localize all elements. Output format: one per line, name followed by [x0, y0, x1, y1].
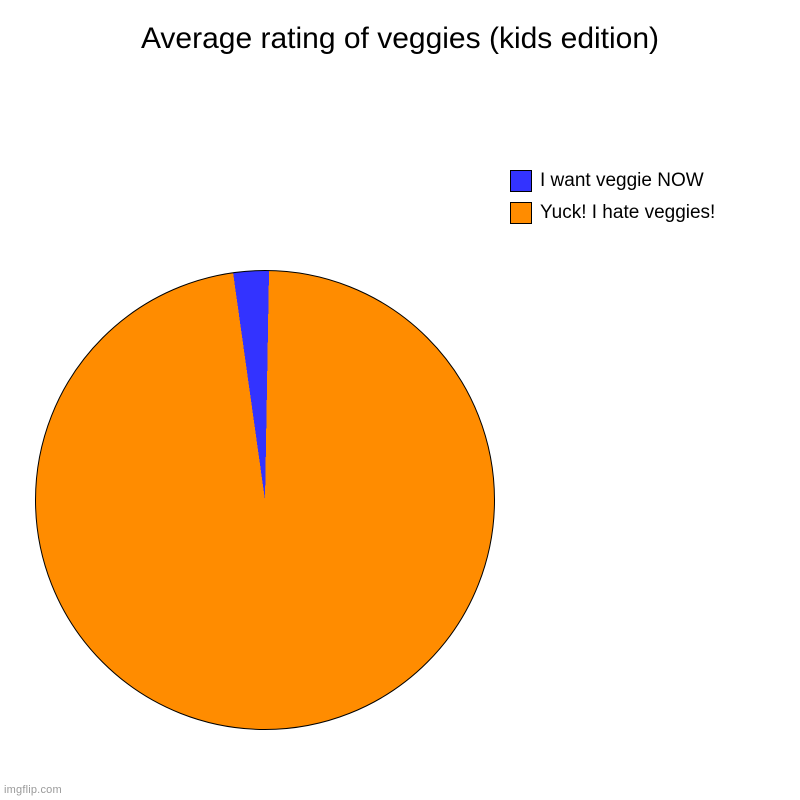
legend-swatch-icon	[510, 170, 532, 192]
watermark: imgflip.com	[4, 784, 62, 796]
chart-title: Average rating of veggies (kids edition)	[0, 22, 800, 56]
legend: I want veggie NOW Yuck! I hate veggies!	[510, 170, 715, 224]
pie-chart	[35, 270, 495, 730]
pie-disk	[35, 270, 495, 730]
legend-label: I want veggie NOW	[540, 170, 704, 192]
legend-item: Yuck! I hate veggies!	[510, 202, 715, 224]
legend-swatch-icon	[510, 202, 532, 224]
chart-container: { "background_color": "#ffffff", "title"…	[0, 0, 800, 800]
legend-item: I want veggie NOW	[510, 170, 715, 192]
legend-label: Yuck! I hate veggies!	[540, 202, 715, 224]
